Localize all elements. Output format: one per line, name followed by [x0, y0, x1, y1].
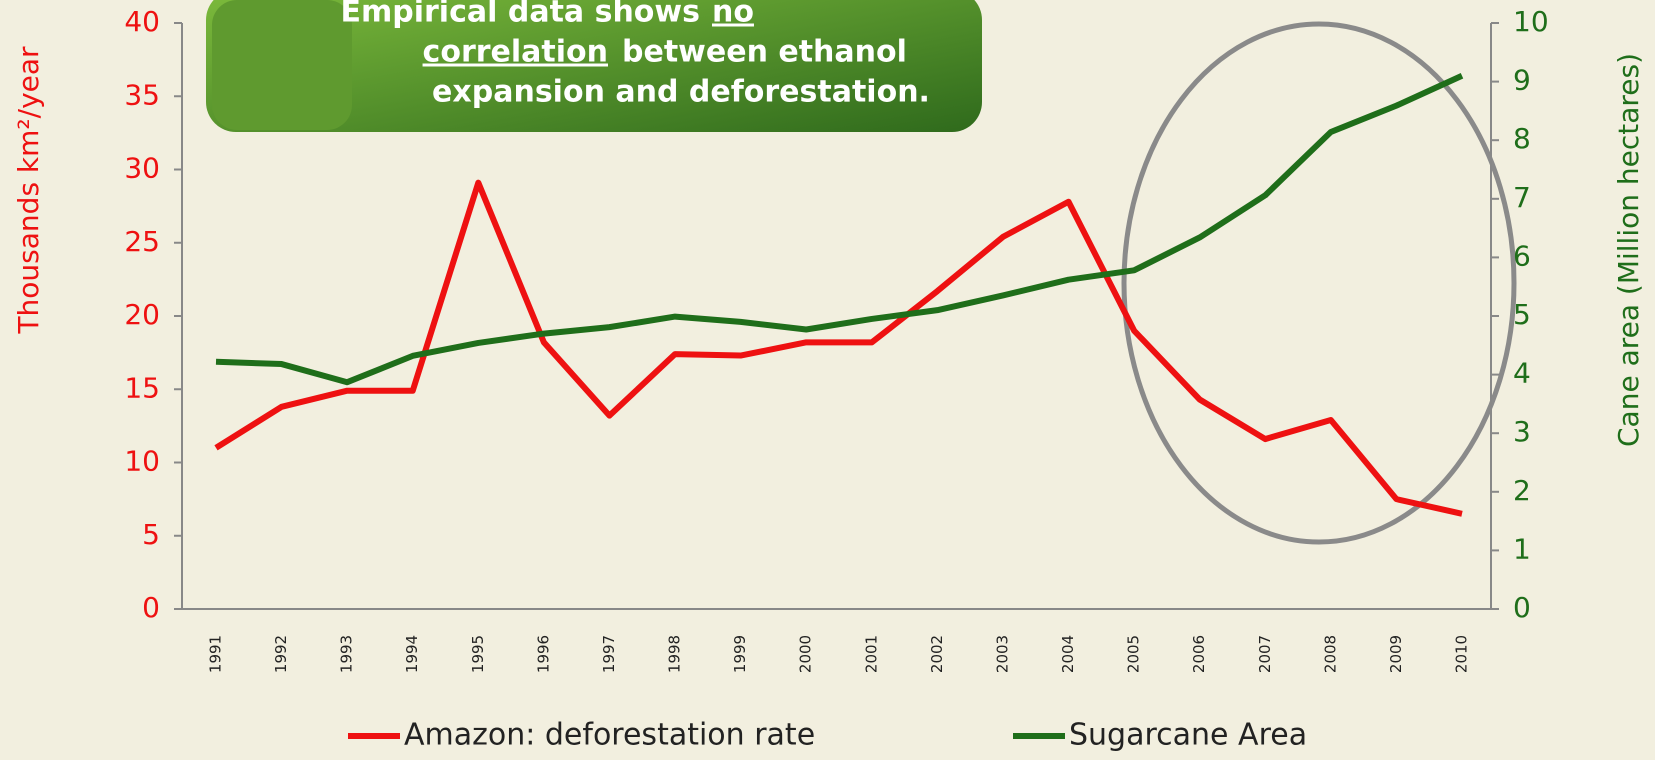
x-tick-label: 1994 — [403, 635, 421, 673]
banner-image — [212, 0, 352, 130]
y-tick-label: 5 — [142, 518, 160, 551]
y2-tick-label: 1 — [1513, 532, 1531, 565]
y2-tick-label: 9 — [1513, 64, 1531, 97]
x-tick-label: 2008 — [1321, 635, 1339, 673]
y-tick-label: 35 — [124, 78, 160, 111]
y2-tick-label: 6 — [1513, 239, 1531, 272]
legend-label: Amazon: deforestation rate — [404, 718, 815, 753]
y-axis-label: Thousands km²/year — [12, 46, 45, 335]
x-tick-label: 2000 — [797, 635, 815, 673]
banner-text: Empirical data shows no correlation betw… — [341, 0, 930, 110]
y2-axis-label: Cane area (Million hectares) — [1612, 53, 1645, 447]
banner-line: Empirical data shows — [341, 0, 701, 30]
x-tick-label: 1995 — [469, 635, 487, 673]
y2-tick-label: 3 — [1513, 415, 1531, 448]
x-tick-label: 1991 — [207, 635, 225, 673]
x-tick-label: 1992 — [272, 635, 290, 673]
y-tick-label: 0 — [142, 591, 160, 624]
y2-tick-label: 7 — [1513, 181, 1531, 214]
y2-tick-label: 0 — [1513, 591, 1531, 624]
x-tick-label: 1998 — [666, 635, 684, 673]
x-tick-label: 1993 — [338, 635, 356, 673]
y-tick-label: 10 — [124, 445, 160, 478]
x-tick-label: 2010 — [1453, 635, 1471, 673]
x-tick-label: 1999 — [731, 635, 749, 673]
banner-underlined: no — [712, 0, 754, 30]
x-tick-label: 2009 — [1387, 635, 1405, 673]
highlight-ellipse — [1121, 21, 1517, 545]
series-line — [215, 73, 1464, 386]
series-line — [214, 179, 1463, 517]
banner-line: between ethanol — [622, 35, 907, 70]
y-tick-label: 15 — [124, 371, 160, 404]
x-tick-label: 1996 — [534, 635, 552, 673]
y2-tick-label: 2 — [1513, 474, 1531, 507]
y-tick-label: 25 — [124, 225, 160, 258]
banner-line: expansion and deforestation. — [432, 75, 930, 110]
y-tick-label: 40 — [124, 5, 160, 38]
y2-tick-label: 8 — [1513, 122, 1531, 155]
y2-tick-label: 5 — [1513, 298, 1531, 331]
banner — [206, 0, 982, 132]
x-tick-label: 2002 — [928, 635, 946, 673]
y-tick-label: 20 — [124, 298, 160, 331]
y2-tick-label: 10 — [1513, 5, 1549, 38]
x-tick-label: 2003 — [993, 635, 1011, 673]
x-tick-label: 1997 — [600, 635, 618, 673]
legend-label: Sugarcane Area — [1069, 718, 1307, 753]
x-tick-label: 2007 — [1256, 635, 1274, 673]
x-tick-label: 2004 — [1059, 635, 1077, 673]
y2-tick-label: 4 — [1513, 357, 1531, 390]
banner-underlined: correlation — [423, 35, 608, 70]
x-tick-label: 2006 — [1190, 635, 1208, 673]
x-tick-label: 2001 — [862, 635, 880, 673]
y-tick-label: 30 — [124, 152, 160, 185]
x-tick-label: 2005 — [1125, 635, 1143, 673]
